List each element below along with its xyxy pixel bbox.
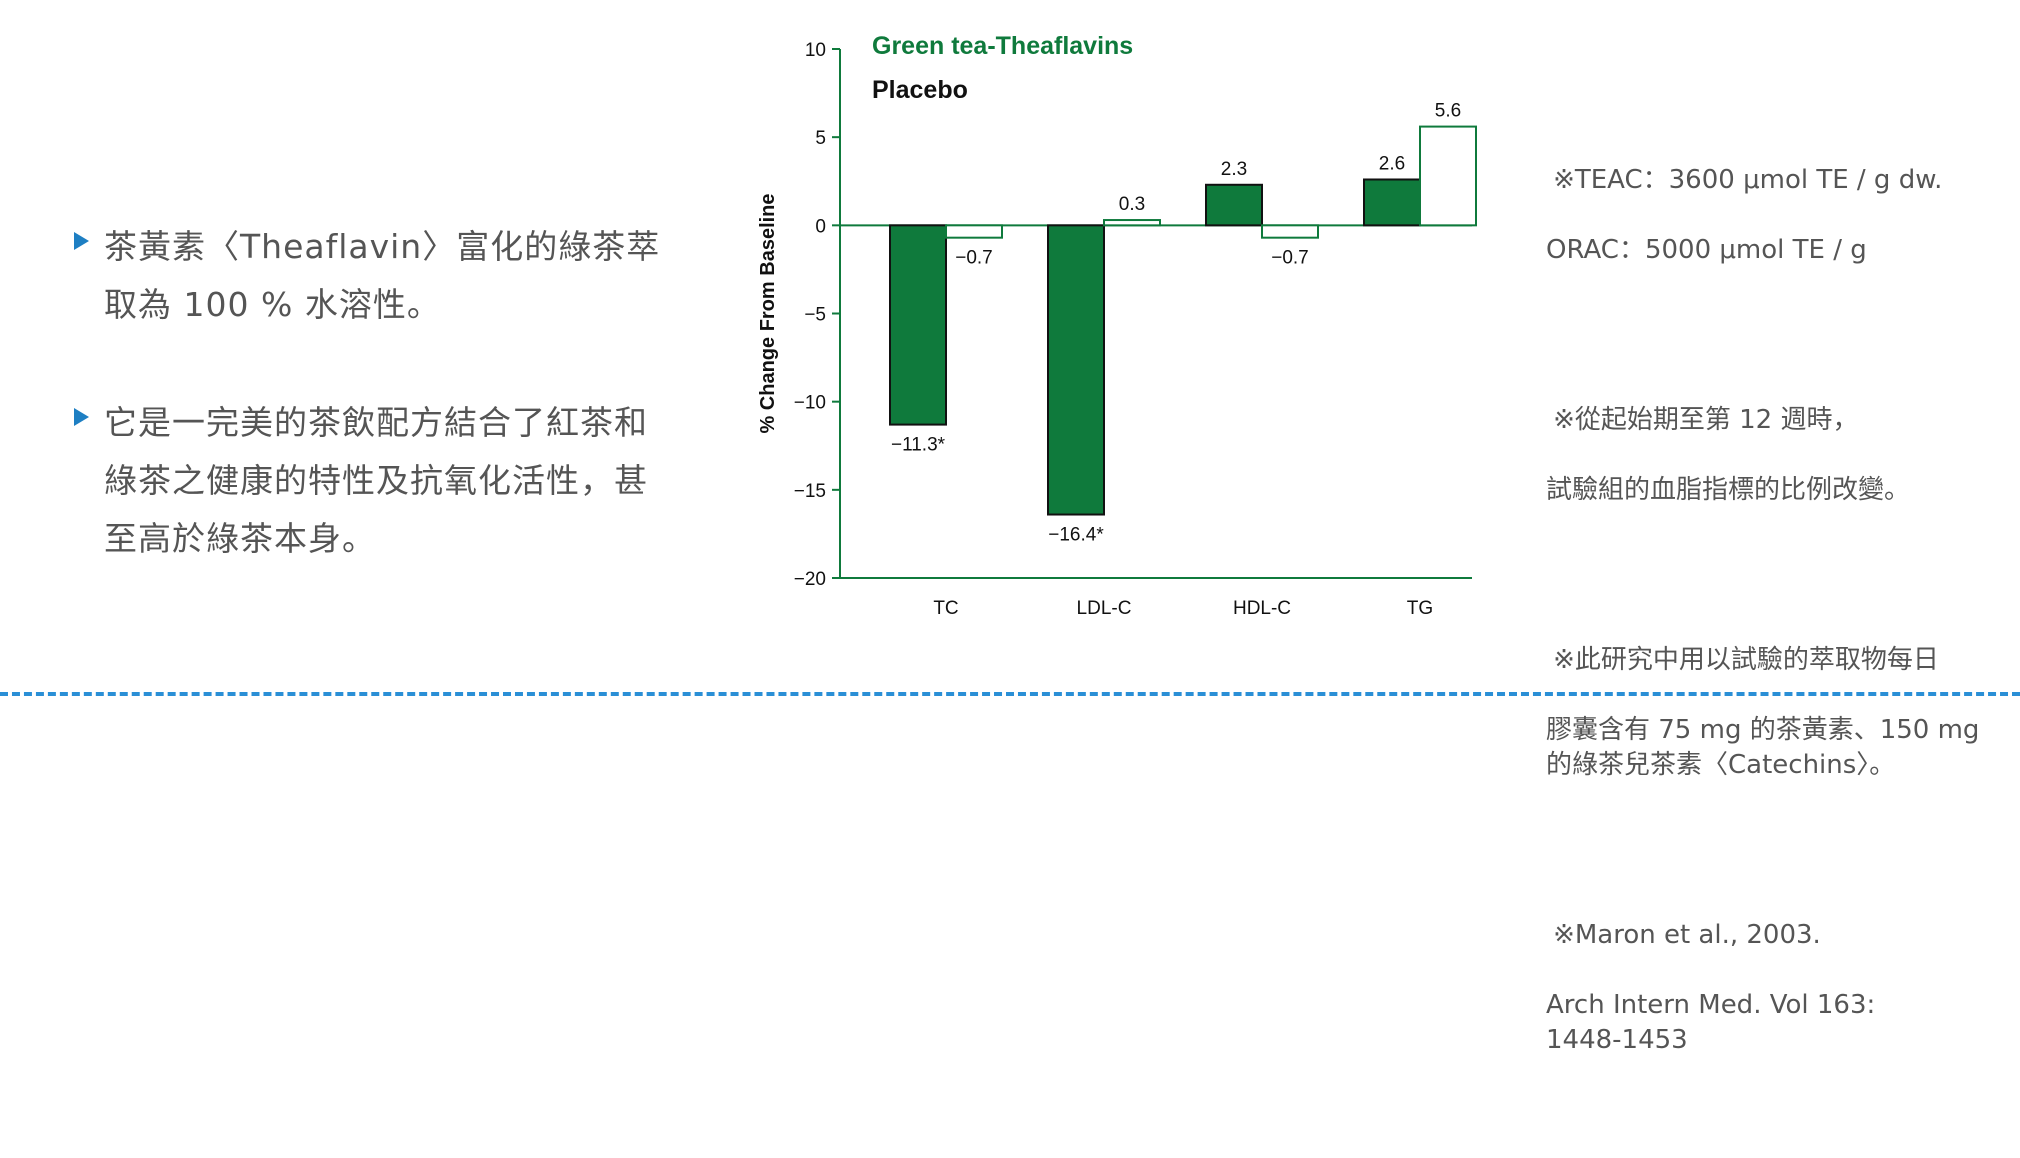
x-tick-label: LDL-C bbox=[1077, 598, 1132, 619]
bullet-list: 茶黃素〈Theaflavin〉富化的綠茶萃 取為 100 % 水溶性。 它是一完… bbox=[74, 218, 724, 628]
note-line: 試驗組的血脂指標的比例改變。 bbox=[1546, 475, 1911, 505]
bullet-item-formula: 它是一完美的茶飲配方結合了紅茶和 綠茶之健康的特性及抗氧化活性，甚 至高於綠茶本… bbox=[74, 394, 724, 568]
data-label: −11.3* bbox=[891, 435, 946, 456]
note-line: ※從起始期至第 12 週時， bbox=[1553, 405, 1859, 435]
data-label: −16.4* bbox=[1048, 525, 1104, 546]
legend-green-tea: Green tea-Theaflavins bbox=[872, 32, 1133, 60]
bar-chart: 10 5 0 −5 −10 −15 −20 % Change From Baseline −11… bbox=[757, 32, 1477, 619]
bar-tc-placebo bbox=[945, 224, 1003, 239]
bar-ldl-c-green-tea bbox=[1047, 224, 1105, 516]
note-period: ※從起始期至第 12 週時， 試驗組的血脂指標的比例改變。 bbox=[1520, 368, 2020, 578]
note-line: ※此研究中用以試驗的萃取物每日 bbox=[1553, 645, 1939, 675]
data-label: 2.6 bbox=[1379, 153, 1405, 174]
y-tick-label: −20 bbox=[794, 569, 826, 590]
data-label: 0.3 bbox=[1119, 194, 1145, 215]
note-line: ※Maron et al., 2003. bbox=[1553, 920, 1821, 950]
note-line: ※TEAC：3600 μmol TE / g dw. bbox=[1553, 165, 1943, 195]
x-tick-label: TC bbox=[933, 598, 958, 619]
data-label: 5.6 bbox=[1435, 101, 1461, 122]
bar-ldl-c-placebo bbox=[1103, 219, 1161, 227]
triangle-bullet-icon bbox=[74, 232, 89, 250]
y-tick-label: 5 bbox=[815, 128, 826, 149]
note-line: ORAC：5000 μmol TE / g bbox=[1546, 235, 1867, 265]
note-line: 膠囊含有 75 mg 的茶黃素、150 mg 的綠茶兒茶素〈Catechins〉… bbox=[1546, 715, 1980, 780]
legend-placebo: Placebo bbox=[872, 76, 968, 104]
y-tick-label: −15 bbox=[794, 481, 826, 502]
y-tick-label: 10 bbox=[805, 40, 826, 61]
y-tick-label: 0 bbox=[815, 216, 826, 237]
bar-tg-placebo bbox=[1419, 125, 1477, 227]
bullet-text: 茶黃素〈Theaflavin〉富化的綠茶萃 取為 100 % 水溶性。 bbox=[104, 227, 661, 324]
data-label: −0.7 bbox=[955, 248, 993, 269]
note-line: Arch Intern Med. Vol 163: 1448-1453 bbox=[1546, 990, 1876, 1055]
data-label: 2.3 bbox=[1221, 159, 1247, 180]
x-tick-label: HDL-C bbox=[1233, 598, 1291, 619]
x-tick-label: TG bbox=[1407, 598, 1433, 619]
bar-hdl-c-placebo bbox=[1261, 224, 1319, 239]
bar-tc-green-tea bbox=[889, 224, 947, 426]
dashed-divider bbox=[0, 692, 2020, 696]
note-teac: ※TEAC：3600 μmol TE / g dw. ORAC：5000 μmo… bbox=[1520, 128, 2020, 338]
data-label: −0.7 bbox=[1271, 248, 1309, 269]
note-extract: ※此研究中用以試驗的萃取物每日 膠囊含有 75 mg 的茶黃素、150 mg 的… bbox=[1520, 608, 2020, 853]
bar-tg-green-tea bbox=[1363, 178, 1421, 227]
y-axis-label: % Change From Baseline bbox=[757, 193, 779, 433]
note-reference: ※Maron et al., 2003. Arch Intern Med. Vo… bbox=[1520, 883, 2020, 1128]
triangle-bullet-icon bbox=[74, 408, 89, 426]
bullet-item-theaflavin: 茶黃素〈Theaflavin〉富化的綠茶萃 取為 100 % 水溶性。 bbox=[74, 218, 724, 334]
bullet-text: 它是一完美的茶飲配方結合了紅茶和 綠茶之健康的特性及抗氧化活性，甚 至高於綠茶本… bbox=[104, 403, 648, 558]
y-tick-label: −5 bbox=[804, 305, 826, 326]
bar-hdl-c-green-tea bbox=[1205, 183, 1263, 227]
y-tick-label: −10 bbox=[794, 393, 826, 414]
notes-panel: ※TEAC：3600 μmol TE / g dw. ORAC：5000 μmo… bbox=[1520, 128, 2020, 1158]
